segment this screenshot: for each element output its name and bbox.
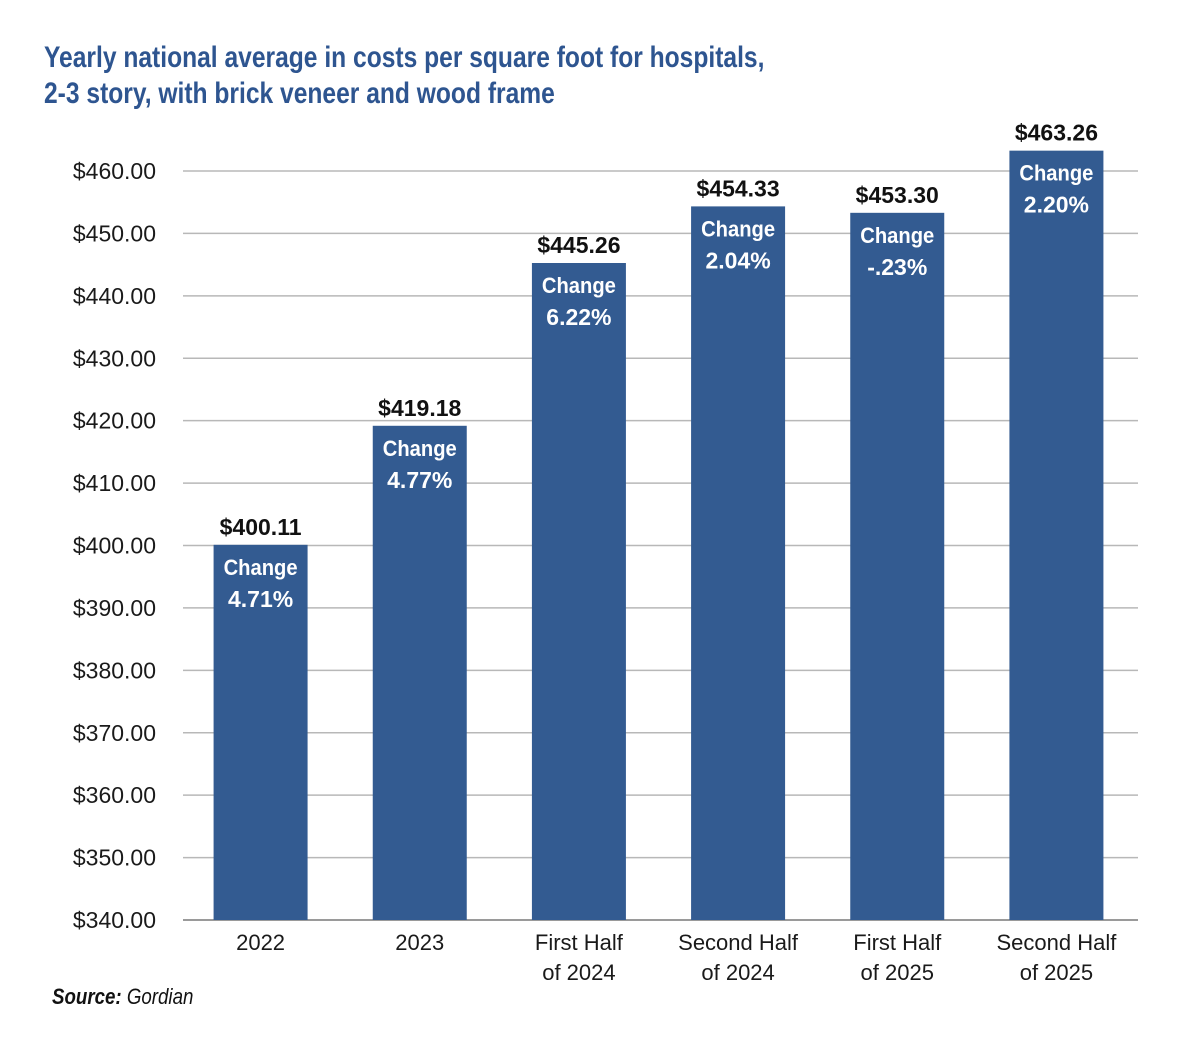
change-label: Change: [1019, 161, 1093, 186]
change-value: 4.71%: [228, 586, 293, 612]
change-label: Change: [224, 555, 298, 580]
y-tick-label: $460.00: [73, 158, 156, 184]
value-label: $419.18: [378, 395, 461, 421]
y-tick-label: $360.00: [73, 782, 156, 808]
change-label: Change: [860, 223, 934, 248]
x-tick-label: of 2024: [701, 960, 774, 985]
source-note: Source: Gordian: [52, 984, 193, 1010]
y-tick-label: $410.00: [73, 470, 156, 496]
source-label: Source:: [52, 984, 122, 1009]
value-label: $445.26: [537, 232, 620, 258]
x-tick-label: of 2024: [542, 960, 615, 985]
change-value: 2.04%: [705, 247, 770, 273]
bar: [213, 544, 308, 920]
y-tick-label: $430.00: [73, 345, 156, 371]
chart-title-line-2: 2-3 story, with brick veneer and wood fr…: [44, 77, 555, 110]
value-label: $463.26: [1015, 120, 1098, 146]
y-tick-label: $390.00: [73, 595, 156, 621]
x-tick-label: Second Half: [996, 930, 1117, 955]
bar: [372, 425, 467, 920]
value-label: $400.11: [220, 514, 302, 540]
x-tick-label: 2023: [395, 930, 444, 955]
source-value: Gordian: [126, 984, 194, 1009]
change-label: Change: [383, 436, 457, 461]
chart-title: Yearly national average in costs per squ…: [44, 40, 764, 112]
y-tick-label: $450.00: [73, 220, 156, 246]
value-label: $453.30: [856, 182, 939, 208]
change-value: 6.22%: [546, 304, 611, 330]
change-label: Change: [701, 216, 775, 241]
value-label: $454.33: [697, 175, 780, 201]
change-value: -.23%: [867, 254, 927, 280]
x-tick-label: 2022: [236, 930, 285, 955]
x-tick-label: Second Half: [678, 930, 799, 955]
bar: [850, 212, 945, 921]
x-tick-label: First Half: [535, 930, 624, 955]
y-tick-label: $350.00: [73, 845, 156, 871]
y-tick-label: $400.00: [73, 533, 156, 559]
y-tick-label: $420.00: [73, 408, 156, 434]
y-tick-label: $340.00: [73, 907, 156, 933]
y-tick-label: $380.00: [73, 657, 156, 683]
bar: [1009, 150, 1104, 920]
x-tick-label: First Half: [853, 930, 942, 955]
x-tick-label: of 2025: [861, 960, 934, 985]
chart-title-line-1: Yearly national average in costs per squ…: [44, 41, 765, 74]
y-tick-label: $370.00: [73, 720, 156, 746]
change-value: 2.20%: [1024, 192, 1089, 218]
bar: [531, 263, 626, 920]
y-tick-label: $440.00: [73, 283, 156, 309]
change-value: 4.77%: [387, 467, 452, 493]
change-label: Change: [542, 273, 616, 298]
bar: [691, 206, 786, 920]
x-tick-label: of 2025: [1020, 960, 1093, 985]
